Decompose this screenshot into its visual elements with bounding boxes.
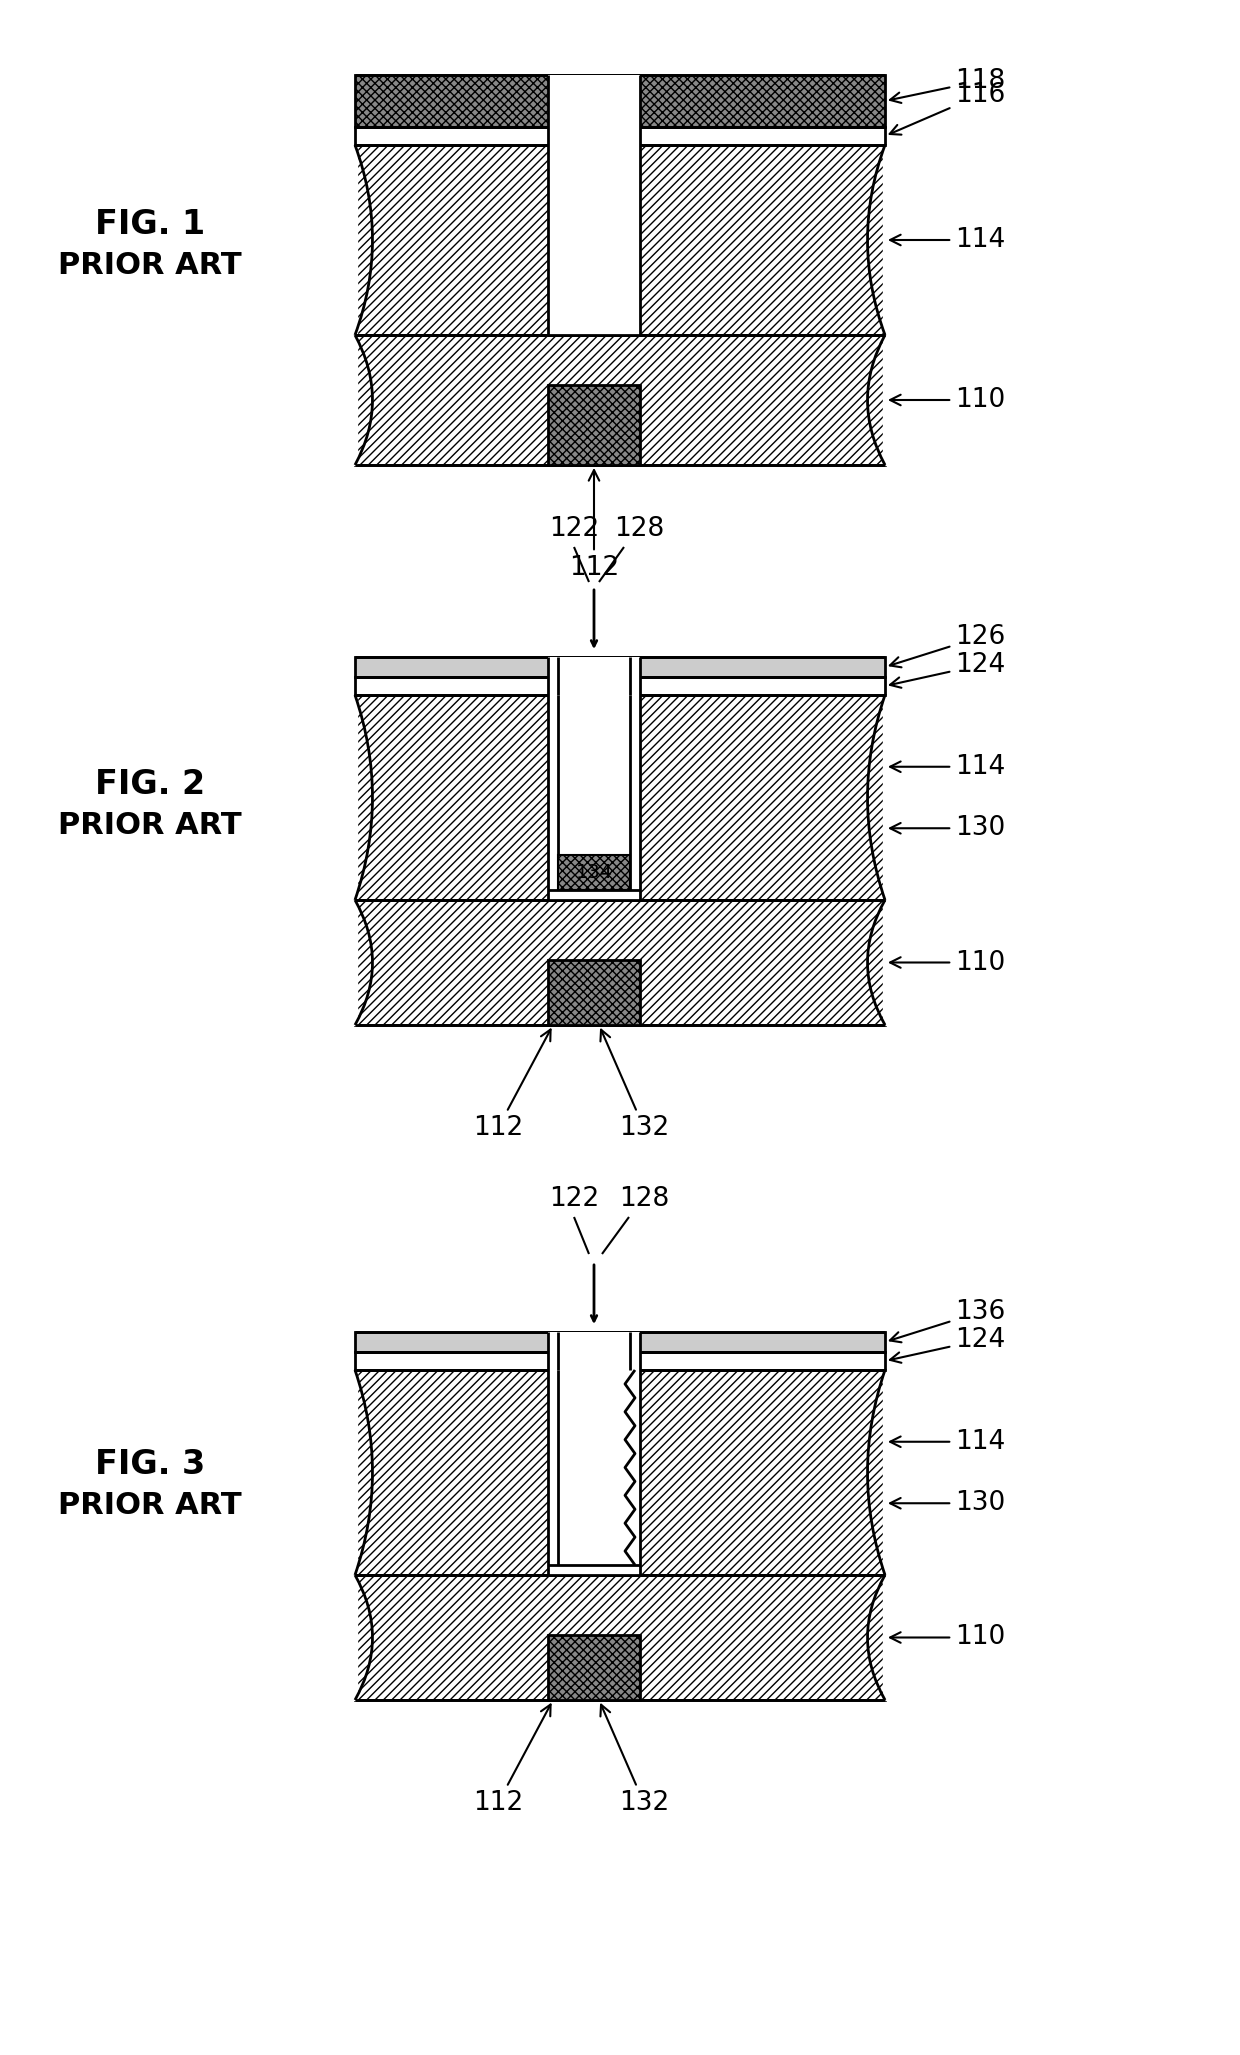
Text: 124: 124 xyxy=(890,651,1006,688)
Bar xyxy=(355,695,885,900)
Polygon shape xyxy=(883,1574,887,1699)
Text: 114: 114 xyxy=(890,226,1006,253)
Text: 136: 136 xyxy=(890,1299,1006,1342)
Polygon shape xyxy=(353,900,357,1025)
Bar xyxy=(355,676,885,695)
Text: 112: 112 xyxy=(569,471,619,582)
Bar xyxy=(355,658,885,676)
Text: 126: 126 xyxy=(890,625,1006,668)
Bar xyxy=(355,900,885,1025)
Text: 122: 122 xyxy=(549,516,599,543)
Text: 122: 122 xyxy=(549,1186,599,1212)
Bar xyxy=(355,1332,885,1352)
Polygon shape xyxy=(883,900,887,1025)
Text: 130: 130 xyxy=(890,1490,1006,1517)
Bar xyxy=(355,335,885,464)
Text: 132: 132 xyxy=(600,1030,670,1141)
Text: 128: 128 xyxy=(614,516,665,543)
Text: PRIOR ART: PRIOR ART xyxy=(58,810,242,840)
Text: 118: 118 xyxy=(890,68,1006,103)
Bar xyxy=(355,127,885,146)
Text: 128: 128 xyxy=(619,1186,670,1212)
Bar xyxy=(548,384,640,464)
Text: 116: 116 xyxy=(889,82,1006,136)
Polygon shape xyxy=(883,146,887,335)
Polygon shape xyxy=(883,695,887,900)
Bar xyxy=(558,855,630,890)
Polygon shape xyxy=(883,335,887,464)
Text: FIG. 2: FIG. 2 xyxy=(95,769,205,801)
Bar xyxy=(355,146,885,335)
Bar xyxy=(355,1574,885,1699)
Polygon shape xyxy=(883,1371,887,1574)
Bar xyxy=(548,960,640,1025)
Polygon shape xyxy=(353,695,357,900)
Polygon shape xyxy=(353,1574,357,1699)
Polygon shape xyxy=(353,1371,357,1574)
Text: PRIOR ART: PRIOR ART xyxy=(58,1490,242,1519)
Bar xyxy=(355,74,885,127)
Text: 134: 134 xyxy=(575,863,613,882)
Text: 114: 114 xyxy=(890,754,1006,779)
Bar xyxy=(548,1332,640,1574)
Polygon shape xyxy=(353,146,357,335)
Text: 112: 112 xyxy=(472,1030,551,1141)
Polygon shape xyxy=(353,335,357,464)
Text: 132: 132 xyxy=(600,1706,670,1817)
Text: 112: 112 xyxy=(472,1704,551,1817)
Text: 110: 110 xyxy=(890,949,1006,976)
Text: 130: 130 xyxy=(890,816,1006,840)
Bar xyxy=(548,1636,640,1699)
Text: FIG. 1: FIG. 1 xyxy=(95,208,205,242)
Bar xyxy=(355,1352,885,1371)
Text: 110: 110 xyxy=(890,1626,1006,1650)
Text: FIG. 3: FIG. 3 xyxy=(95,1449,205,1482)
Text: PRIOR ART: PRIOR ART xyxy=(58,251,242,279)
Bar xyxy=(355,1371,885,1574)
Text: 114: 114 xyxy=(890,1428,1006,1455)
Text: 124: 124 xyxy=(890,1328,1006,1362)
Bar xyxy=(548,658,640,900)
Bar xyxy=(548,74,640,335)
Text: 110: 110 xyxy=(890,386,1006,413)
